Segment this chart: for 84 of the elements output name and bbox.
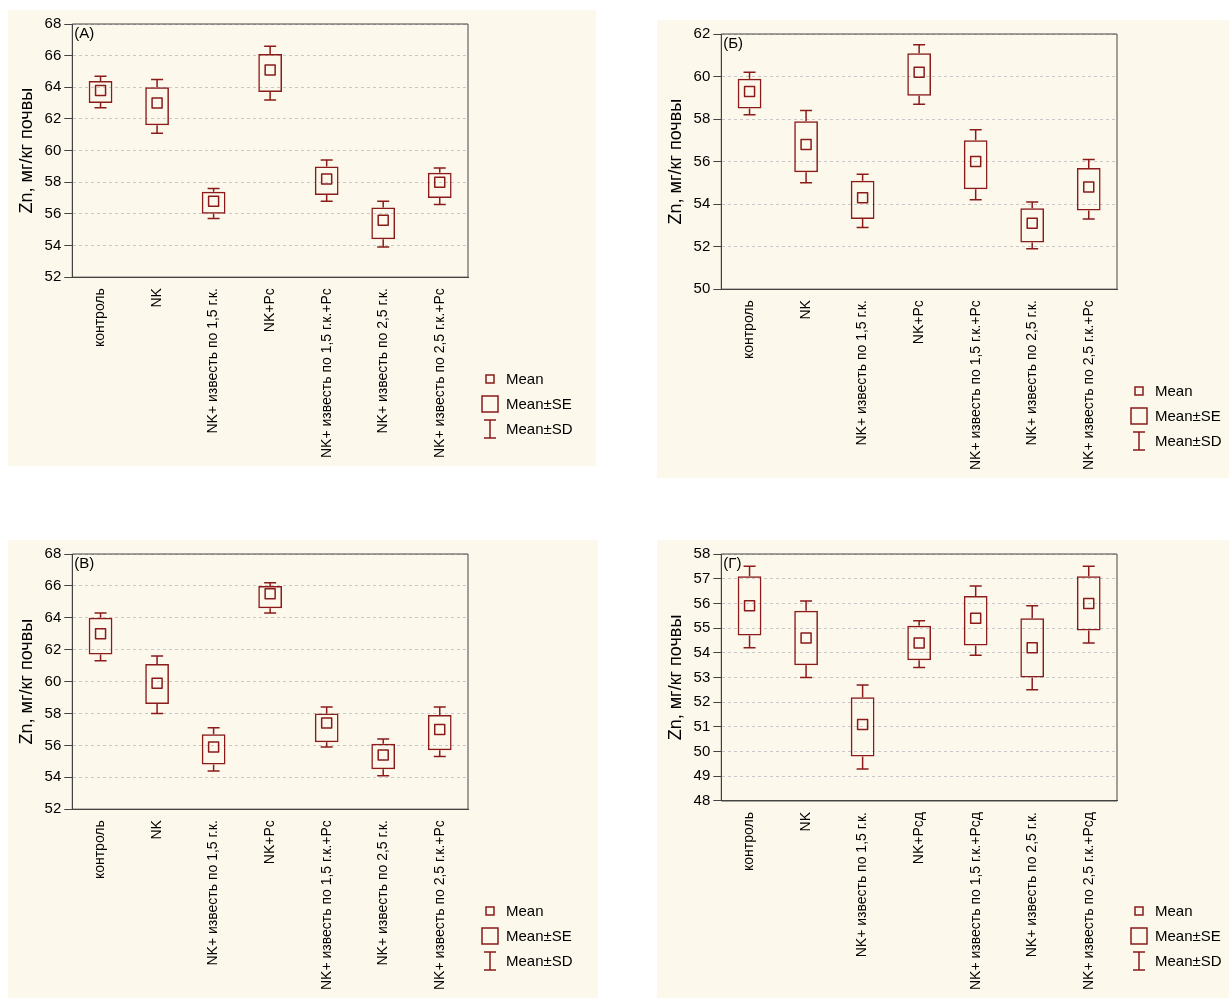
text: Mean±SD xyxy=(1155,432,1222,449)
x-tick-label: NK+Рс xyxy=(261,820,277,865)
x-tick-label: контроль xyxy=(91,288,108,348)
x-tick-label: NK+Рс xyxy=(261,288,277,333)
y-tick-label: 50 xyxy=(693,741,711,759)
y-tick-label: 56 xyxy=(44,204,62,222)
x-tick-label: NK+ известь по 1,5 г.к. xyxy=(204,288,221,434)
y-axis-title: Zn, мг/кг почвы xyxy=(15,618,36,745)
y-axis-title: Zn, мг/кг почвы xyxy=(15,87,36,214)
y-tick-label: 49 xyxy=(693,766,711,784)
y-tick-label: 58 xyxy=(44,703,62,721)
x-tick-label: NK xyxy=(796,811,813,832)
x-tick-label: NK+Рсд xyxy=(910,811,926,865)
x-tick-label: NK+ известь по 2,5 г.к. xyxy=(374,820,391,966)
x-tick-label: контроль xyxy=(91,820,108,880)
y-tick-label: 68 xyxy=(44,14,62,32)
y-tick-label: 54 xyxy=(693,642,711,660)
x-tick-label: NK+ известь по 1,5 г.к.+Рсд xyxy=(966,811,983,991)
chart-title: (А) xyxy=(74,23,95,41)
text: Mean±SE xyxy=(506,395,572,412)
y-tick-label: 64 xyxy=(44,77,62,95)
y-tick-label: 62 xyxy=(693,24,711,42)
y-tick-label: 55 xyxy=(693,618,711,636)
x-tick-label: NK xyxy=(796,299,813,320)
y-tick-label: 60 xyxy=(693,66,711,84)
y-tick-label: 68 xyxy=(44,544,62,562)
y-tick-label: 62 xyxy=(44,639,62,657)
y-tick-label: 56 xyxy=(44,735,62,753)
chart-title: (Б) xyxy=(723,33,744,51)
x-tick-label: NK+ известь по 2,5 г.к.+Рс xyxy=(430,288,447,458)
x-tick-label: NK+ известь по 1,5 г.к.+Рс xyxy=(966,300,983,470)
x-tick-label: NK+ известь по 1,5 г.к. xyxy=(853,811,870,958)
y-tick-label: 54 xyxy=(44,767,62,785)
x-tick-label: NK xyxy=(147,287,164,308)
text: Mean xyxy=(1155,382,1193,399)
x-tick-label: NK+ известь по 1,5 г.к.+Рс xyxy=(317,288,334,458)
text: Mean xyxy=(506,370,544,387)
y-tick-label: 52 xyxy=(44,267,62,285)
y-tick-label: 57 xyxy=(693,568,711,586)
x-tick-label: NK+ известь по 2,5 г.к. xyxy=(1023,811,1040,958)
y-tick-label: 66 xyxy=(44,576,62,594)
x-tick-label: NK+ известь по 1,5 г.к. xyxy=(853,300,870,446)
text: Mean±SE xyxy=(1155,407,1221,424)
y-tick-label: 53 xyxy=(693,667,711,685)
y-tick-label: 66 xyxy=(44,45,62,63)
y-axis-title: Zn, мг/кг почвы xyxy=(664,614,685,741)
text: Mean±SE xyxy=(1155,927,1221,944)
x-tick-label: NK+ известь по 1,5 г.к. xyxy=(204,820,221,966)
x-tick-label: контроль xyxy=(740,300,757,360)
y-tick-label: 58 xyxy=(693,544,711,562)
y-tick-label: 56 xyxy=(693,593,711,611)
text: Mean xyxy=(1155,902,1193,919)
x-tick-label: контроль xyxy=(740,811,757,871)
x-tick-label: NK+ известь по 2,5 г.к.+Рсд xyxy=(1079,811,1096,991)
y-tick-label: 60 xyxy=(44,140,62,158)
text: Mean xyxy=(506,902,544,919)
y-tick-label: 54 xyxy=(44,235,62,253)
y-tick-label: 56 xyxy=(693,151,711,169)
y-axis-title: Zn, мг/кг почвы xyxy=(664,98,685,225)
chart-title: (В) xyxy=(74,553,95,571)
y-tick-label: 62 xyxy=(44,109,62,127)
x-tick-label: NK+ известь по 2,5 г.к. xyxy=(374,288,391,434)
x-tick-label: NK+ известь по 1,5 г.к.+Рс xyxy=(317,820,334,990)
y-tick-label: 64 xyxy=(44,607,62,625)
text: Mean±SD xyxy=(506,420,573,437)
y-tick-label: 58 xyxy=(44,172,62,190)
y-tick-label: 50 xyxy=(693,279,711,297)
chart-title: (Г) xyxy=(723,553,742,571)
x-tick-label: NK+ известь по 2,5 г.к.+Рс xyxy=(430,820,447,990)
y-tick-label: 52 xyxy=(44,799,62,817)
y-tick-label: 51 xyxy=(693,717,711,735)
text: Mean±SE xyxy=(506,927,572,944)
x-tick-label: NK+Рс xyxy=(910,300,926,345)
x-tick-label: NK+ известь по 2,5 г.к. xyxy=(1023,300,1040,446)
y-tick-label: 52 xyxy=(693,692,711,710)
y-tick-label: 58 xyxy=(693,109,711,127)
text: Mean±SD xyxy=(1155,952,1222,969)
x-tick-label: NK+ известь по 2,5 г.к.+Рс xyxy=(1079,300,1096,470)
y-tick-label: 60 xyxy=(44,671,62,689)
y-tick-label: 48 xyxy=(693,791,711,809)
x-tick-label: NK xyxy=(147,819,164,840)
y-tick-label: 54 xyxy=(693,194,711,212)
text: Mean±SD xyxy=(506,952,573,969)
y-tick-label: 52 xyxy=(693,236,711,254)
